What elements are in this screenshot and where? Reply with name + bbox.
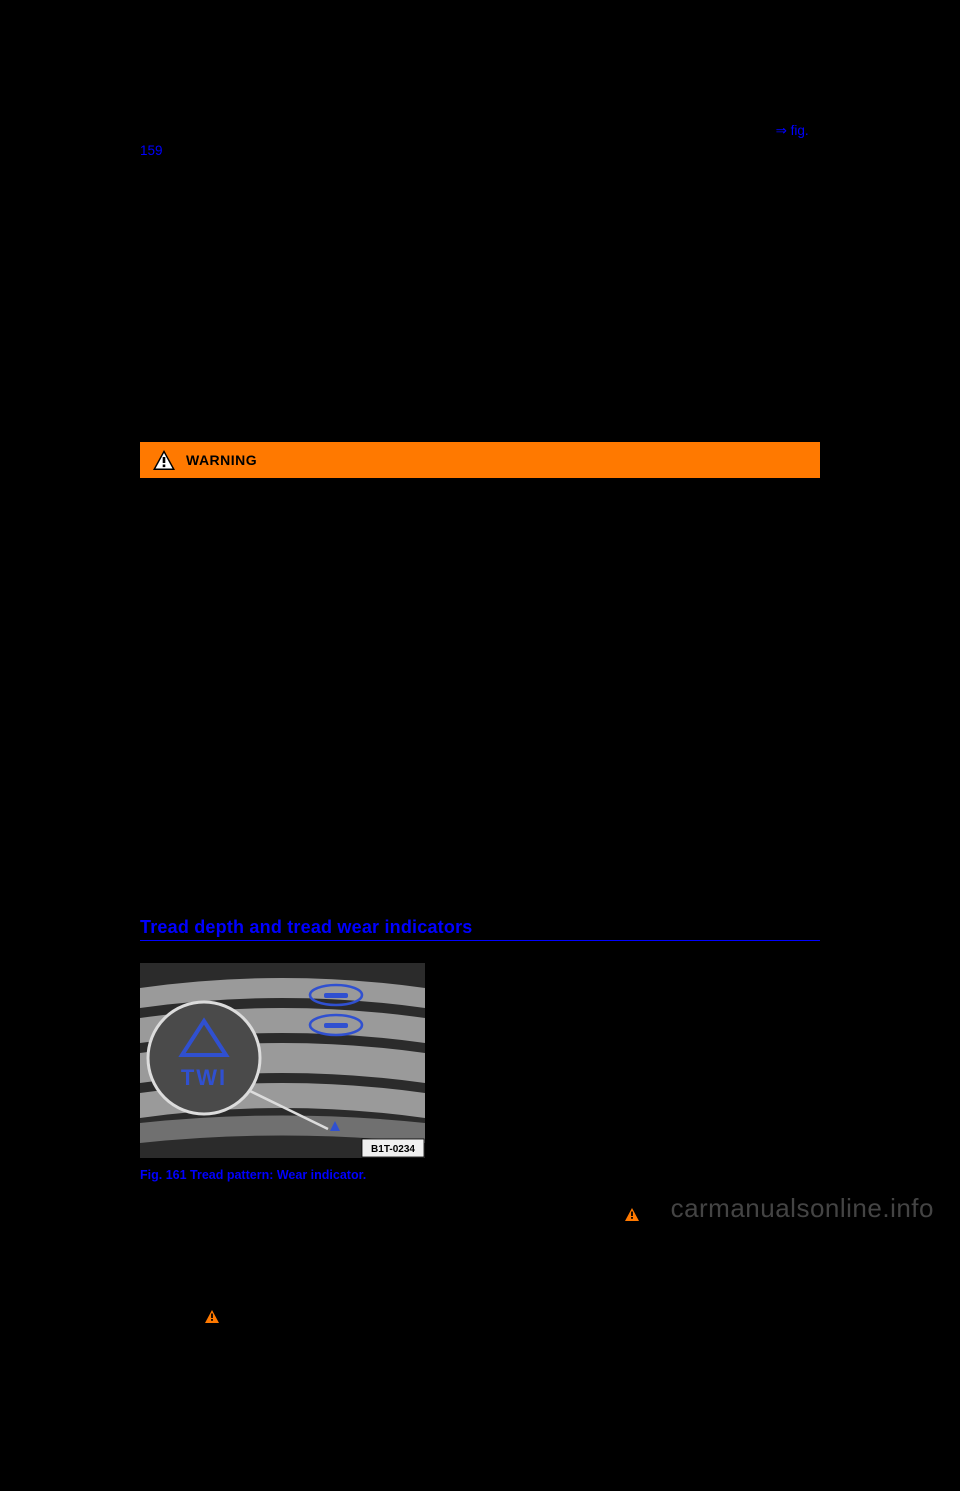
watermark: carmanualsonline.info (671, 1193, 934, 1224)
warning-bullet-5: Driving with underinflated tires bend mo… (140, 726, 820, 767)
intro-para-2b: . It lists the tire sizes and inflation … (140, 143, 773, 178)
figure-caption: Fig. 161 Tread pattern: Wear indicator. (140, 1168, 820, 1182)
after-figure-text: Please first read and note the introduct… (140, 1208, 625, 1223)
warning-body: Incorrect tire pressure can cause sudden… (140, 478, 820, 878)
checking-bullets: Always check the inflation pressure on a… (140, 272, 820, 414)
warning-header-text: WARNING (186, 452, 257, 468)
svg-text:TWI: TWI (181, 1065, 227, 1090)
tread-depth-para-1: Most driving situations require as much … (140, 1268, 820, 1330)
intro-para-2: The recommended tire pressures for the f… (140, 121, 820, 182)
warning-bullet-4: Always inflate tires to the recommended … (140, 696, 820, 716)
warning-bullet-6: Excessive speed or overloading can cause… (140, 776, 820, 817)
warning-bullet-8: Incorrect tire pressure causes premature… (140, 857, 820, 877)
warning-bullet-1: If the tire pressure Indicator appears i… (140, 544, 820, 585)
warning-bullet-7: Tire pressure that is too low or too hig… (140, 827, 820, 847)
tread-depth-para-1-text: Most driving situations require as much … (140, 1270, 802, 1326)
checking-bullet-1: Always check the inflation pressure on a… (140, 272, 820, 333)
warning-triangle-icon (152, 449, 176, 471)
tread-depth-para-3: Worn tires do not grip the road properly… (140, 1430, 820, 1491)
intro-para-1: Comfort tire pressure lets you drive wit… (140, 60, 820, 101)
tread-depth-heading: Tread depth (140, 1248, 820, 1268)
page-content: Comfort tire pressure lets you drive wit… (140, 60, 820, 1491)
warning-box: WARNING Incorrect tire pressure can caus… (140, 442, 820, 878)
tread-figure: TWI B1T-0234 (140, 963, 820, 1158)
warning-header: WARNING (140, 442, 820, 478)
section-rule (140, 940, 820, 941)
intro-para-2a: The recommended tire pressures for the f… (140, 123, 776, 138)
svg-text:B1T-0234: B1T-0234 (371, 1144, 415, 1155)
section-heading: Tread depth and tread wear indicators (140, 917, 820, 938)
inline-warning-icon-1 (625, 1207, 639, 1227)
checking-bullet-2: If the vehicle has a spare tire, check i… (140, 343, 820, 384)
checking-heading: Checking tire pressure (140, 201, 820, 221)
inline-warning-icon-2 (205, 1309, 219, 1329)
checking-para-1: Check tire pressure only when the tires … (140, 222, 820, 263)
tread-depth-para-2: Most countries, including the United Sta… (140, 1350, 820, 1411)
warning-bullet-3: Only when all tires (including the spare… (140, 645, 820, 686)
checking-bullet-3: Always reinstall a dust cap on the valve… (140, 393, 820, 413)
warning-lead: Incorrect tire pressure can cause sudden… (140, 490, 820, 531)
warning-bullet-2: The driver is responsible for the correc… (140, 595, 820, 636)
